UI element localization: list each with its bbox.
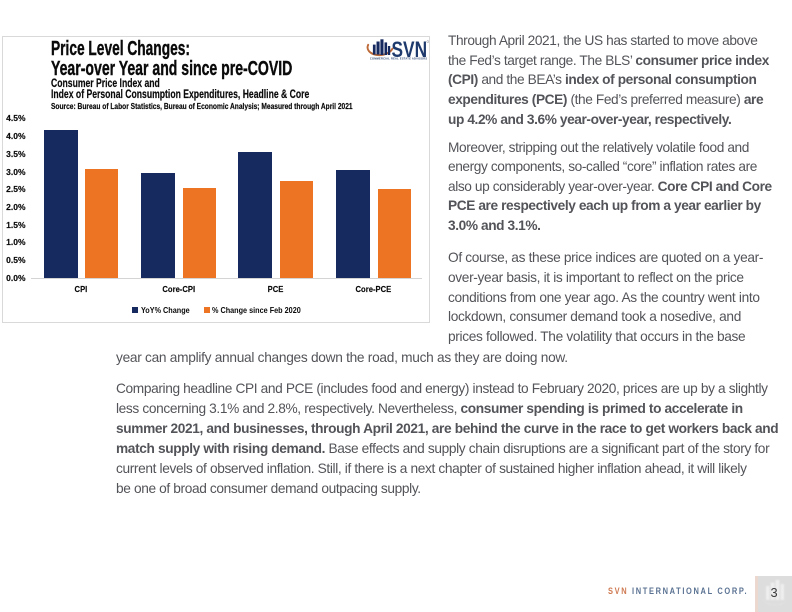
svg-text:SVN: SVN — [392, 38, 428, 62]
svg-text:COMMERCIAL REAL ESTATE ADVISOR: COMMERCIAL REAL ESTATE ADVISORS — [370, 57, 427, 61]
